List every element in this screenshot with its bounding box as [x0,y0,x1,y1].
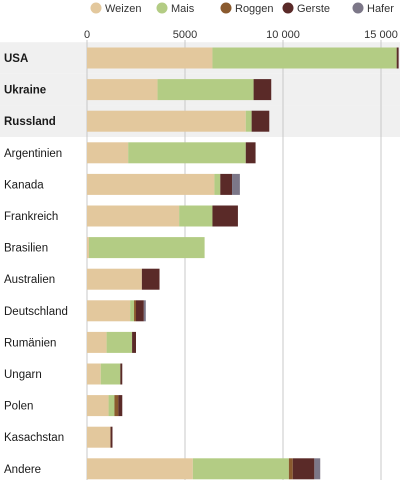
category-label-polen: Polen [4,401,33,413]
bar-russland-gerste [251,110,270,132]
category-label-rumanien: Rumänien [4,337,56,349]
bar-andere-mais [192,458,289,480]
bar-andere-weizen [87,458,193,480]
bar-rumanien-gerste [132,331,136,353]
bar-ukraine-gerste [253,79,272,101]
bar-australien-gerste [141,268,160,290]
bar-kasachstan-weizen [87,426,111,448]
bar-rumanien-weizen [87,331,107,353]
x-axis-ticks: 0 5000 10 000 15 000 [84,29,398,41]
bar-ukraine-mais [157,79,254,101]
bar-argentinien-mais [128,142,246,164]
legend-swatch-hafer [352,2,364,14]
bars [87,47,399,480]
bar-kanada-hafer [232,173,240,195]
legend-label-weizen: Weizen [105,3,141,15]
category-labels: USA Ukraine Russland Argentinien Kanada Frank… [4,53,68,476]
legend-swatch-gerste [282,2,294,14]
bar-argentinien-gerste [245,142,256,164]
bar-russland-weizen [87,110,246,132]
legend-label-hafer: Hafer [367,3,394,15]
bar-australien-weizen [87,268,142,290]
category-label-kanada: Kanada [4,179,44,191]
category-label-argentinien: Argentinien [4,148,62,160]
bar-andere-gerste [292,458,315,480]
category-label-ungarn: Ungarn [4,369,42,381]
bar-polen-roggen [114,395,119,417]
bar-ungarn-mais [100,363,121,385]
legend-label-gerste: Gerste [297,3,330,15]
bar-kanada-weizen [87,173,215,195]
bar-deutschland-roggen [134,300,136,322]
bar-polen-weizen [87,395,109,417]
legend-swatch-mais [156,2,168,14]
x-tick-label: 15 000 [364,29,398,41]
legend-label-mais: Mais [171,3,195,15]
bar-deutschland-mais [130,300,135,322]
category-label-ukraine: Ukraine [4,85,46,97]
bar-kanada-mais [214,173,221,195]
bar-frankreich-gerste [212,205,238,227]
bar-polen-gerste [118,395,123,417]
category-label-frankreich: Frankreich [4,211,58,223]
category-label-australien: Australien [4,274,55,286]
bar-ungarn-weizen [87,363,101,385]
legend-label-roggen: Roggen [235,3,274,15]
legend-swatch-roggen [220,2,232,14]
x-tick-label: 0 [84,29,90,41]
bar-polen-mais [108,395,115,417]
bar-deutschland-weizen [87,300,131,322]
bar-argentinien-weizen [87,142,129,164]
bar-andere-hafer [314,458,321,480]
category-label-brasilien: Brasilien [4,243,48,255]
bar-brasilien-mais [88,237,205,259]
category-label-kasachstan: Kasachstan [4,432,64,444]
x-tick-label: 5000 [173,29,197,41]
category-label-andere: Andere [4,464,41,476]
category-label-russland: Russland [4,116,56,128]
x-tick-label: 10 000 [266,29,300,41]
bar-kasachstan-gerste [110,426,113,448]
legend-swatch-weizen [90,2,102,14]
bar-kanada-gerste [220,173,233,195]
bar-andere-roggen [288,458,293,480]
bar-russland-mais [245,110,252,132]
category-label-deutschland: Deutschland [4,306,68,318]
bar-frankreich-weizen [87,205,180,227]
category-label-usa: USA [4,53,28,65]
bar-deutschland-gerste [136,300,144,322]
bar-rumanien-mais [106,331,133,353]
bar-deutschland-hafer [143,300,146,322]
bar-ungarn-gerste [120,363,123,385]
bar-usa-weizen [87,47,213,69]
legend: Weizen Mais Roggen Gerste Hafer [90,2,394,15]
bar-ukraine-weizen [87,79,158,101]
bar-brasilien-weizen [87,237,89,259]
bar-usa-gerste [396,47,399,69]
bar-frankreich-mais [179,205,213,227]
bar-usa-mais [212,47,397,69]
